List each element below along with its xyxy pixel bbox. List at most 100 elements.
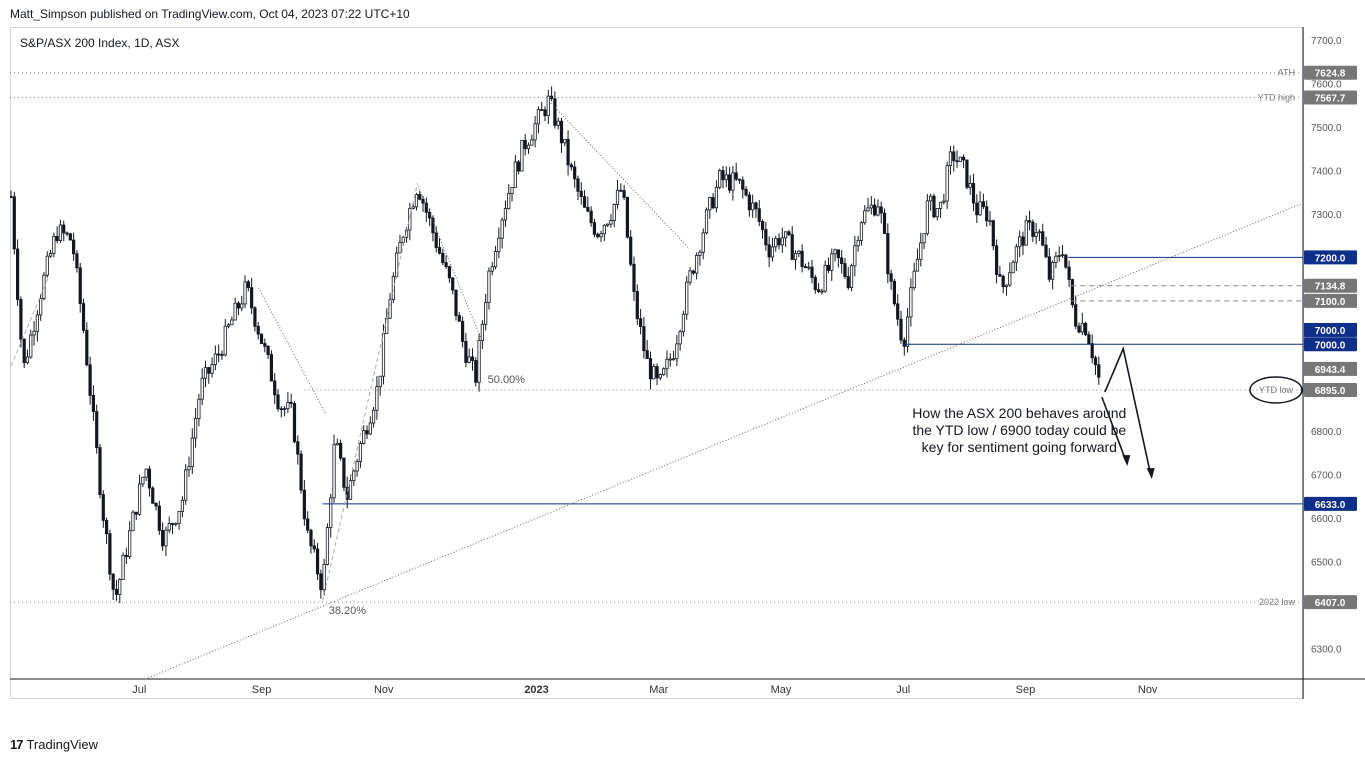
candle[interactable]	[352, 470, 356, 482]
candle[interactable]	[391, 275, 395, 301]
candle[interactable]	[371, 409, 376, 424]
candle[interactable]	[484, 302, 488, 325]
candle[interactable]	[533, 123, 537, 141]
candle[interactable]	[312, 545, 316, 550]
candle[interactable]	[437, 247, 442, 254]
candle[interactable]	[95, 411, 99, 448]
candle[interactable]	[869, 204, 873, 209]
candle[interactable]	[12, 196, 16, 250]
candle[interactable]	[273, 380, 277, 396]
candle[interactable]	[790, 234, 794, 260]
candle[interactable]	[339, 442, 343, 459]
candle[interactable]	[296, 441, 300, 455]
candle[interactable]	[161, 530, 165, 547]
candle[interactable]	[1047, 256, 1051, 280]
candle[interactable]	[335, 442, 339, 446]
candle[interactable]	[368, 422, 372, 435]
candle[interactable]	[457, 315, 461, 322]
candle[interactable]	[325, 527, 330, 565]
candle[interactable]	[1004, 284, 1009, 288]
candle[interactable]	[958, 156, 962, 163]
candle[interactable]	[477, 340, 481, 383]
candle[interactable]	[1064, 254, 1068, 268]
candle[interactable]	[147, 468, 152, 489]
candle[interactable]	[114, 588, 119, 595]
candle[interactable]	[892, 280, 897, 305]
candle[interactable]	[635, 291, 639, 320]
candle[interactable]	[922, 233, 926, 244]
candle[interactable]	[1051, 262, 1055, 280]
candle[interactable]	[655, 366, 659, 379]
candle[interactable]	[985, 206, 989, 222]
candle[interactable]	[322, 564, 326, 591]
candle[interactable]	[929, 195, 933, 202]
candle[interactable]	[62, 224, 66, 234]
candle[interactable]	[230, 319, 234, 326]
candle[interactable]	[157, 505, 161, 531]
candle[interactable]	[187, 466, 191, 471]
candle[interactable]	[48, 253, 53, 257]
candle[interactable]	[464, 341, 468, 363]
candle[interactable]	[678, 331, 682, 345]
candle[interactable]	[704, 209, 709, 234]
candle[interactable]	[164, 529, 168, 547]
candle[interactable]	[685, 281, 689, 315]
candle[interactable]	[375, 386, 379, 411]
candle[interactable]	[124, 554, 128, 557]
candle[interactable]	[1027, 220, 1032, 223]
candle[interactable]	[658, 374, 662, 379]
candle[interactable]	[101, 494, 105, 521]
candle[interactable]	[263, 343, 267, 347]
candle[interactable]	[233, 302, 237, 321]
candle[interactable]	[559, 120, 564, 144]
candle[interactable]	[15, 248, 20, 300]
candle[interactable]	[807, 266, 811, 269]
candle[interactable]	[434, 232, 438, 248]
candle[interactable]	[286, 402, 290, 410]
candle[interactable]	[342, 457, 346, 488]
candle[interactable]	[128, 530, 132, 557]
candle[interactable]	[968, 183, 972, 188]
candle[interactable]	[1093, 357, 1098, 366]
candle[interactable]	[490, 266, 494, 272]
candle[interactable]	[744, 188, 748, 196]
candle[interactable]	[569, 164, 573, 168]
candle[interactable]	[691, 270, 695, 274]
candle[interactable]	[566, 138, 570, 166]
candle[interactable]	[266, 345, 270, 355]
candle[interactable]	[108, 533, 112, 575]
candle[interactable]	[226, 324, 231, 327]
candle[interactable]	[582, 196, 587, 208]
candle[interactable]	[675, 343, 679, 360]
candle[interactable]	[648, 358, 653, 380]
candle[interactable]	[915, 258, 920, 272]
candle[interactable]	[846, 276, 850, 288]
candle[interactable]	[681, 313, 686, 333]
candle[interactable]	[668, 358, 672, 361]
candle[interactable]	[55, 235, 59, 242]
candle[interactable]	[882, 212, 887, 234]
candle[interactable]	[269, 354, 274, 382]
candle[interactable]	[800, 250, 804, 267]
candle[interactable]	[151, 487, 155, 504]
candle[interactable]	[810, 266, 814, 278]
candle[interactable]	[1034, 232, 1038, 237]
candle[interactable]	[141, 476, 145, 485]
candle[interactable]	[747, 194, 751, 211]
candle[interactable]	[144, 468, 148, 478]
candle[interactable]	[925, 200, 929, 235]
candle[interactable]	[909, 287, 913, 318]
candle[interactable]	[734, 172, 738, 180]
candle[interactable]	[859, 222, 864, 241]
candle[interactable]	[662, 368, 666, 375]
candle[interactable]	[767, 244, 771, 258]
candle[interactable]	[774, 238, 778, 248]
candle[interactable]	[460, 320, 465, 342]
candle[interactable]	[467, 356, 471, 363]
candle[interactable]	[121, 554, 125, 580]
candle[interactable]	[72, 239, 76, 255]
candle[interactable]	[454, 289, 458, 317]
candle[interactable]	[329, 497, 333, 528]
candle[interactable]	[58, 224, 63, 242]
candle[interactable]	[912, 270, 916, 289]
